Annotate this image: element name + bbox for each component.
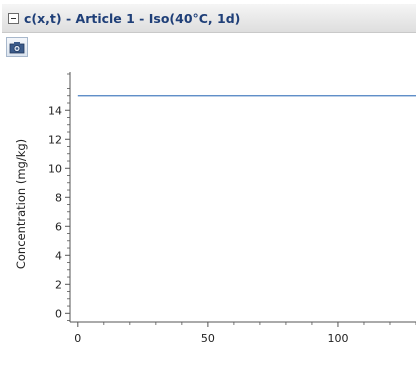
chart-area: 0 2 4 6 8 10 12 14 0 50 100 Concentration (mg/kg) (0, 60, 416, 366)
y-tick-label: 10 (48, 162, 62, 175)
y-tick-label: 8 (55, 191, 62, 204)
y-tick-label: 12 (48, 133, 62, 146)
y-tick-label: 0 (55, 307, 62, 320)
chart-toolbar (6, 37, 30, 59)
snapshot-button[interactable] (6, 37, 28, 57)
y-tick-label: 4 (55, 249, 62, 262)
panel-title: c(x,t) - Article 1 - Iso(40°C, 1d) (24, 10, 241, 26)
y-axis-label: Concentration (mg/kg) (14, 139, 28, 269)
collapse-icon[interactable] (8, 12, 19, 24)
x-tick-label: 50 (201, 332, 215, 345)
y-tick-label: 14 (48, 104, 62, 117)
x-tick-label: 0 (74, 332, 81, 345)
line-chart: 0 2 4 6 8 10 12 14 0 50 100 Concentration (mg/kg) (14, 72, 416, 345)
x-tick-label: 100 (327, 332, 348, 345)
y-tick-label: 6 (55, 220, 62, 233)
panel-header[interactable]: c(x,t) - Article 1 - Iso(40°C, 1d) (2, 4, 416, 33)
y-tick-label: 2 (55, 278, 62, 291)
camera-icon (9, 41, 25, 53)
